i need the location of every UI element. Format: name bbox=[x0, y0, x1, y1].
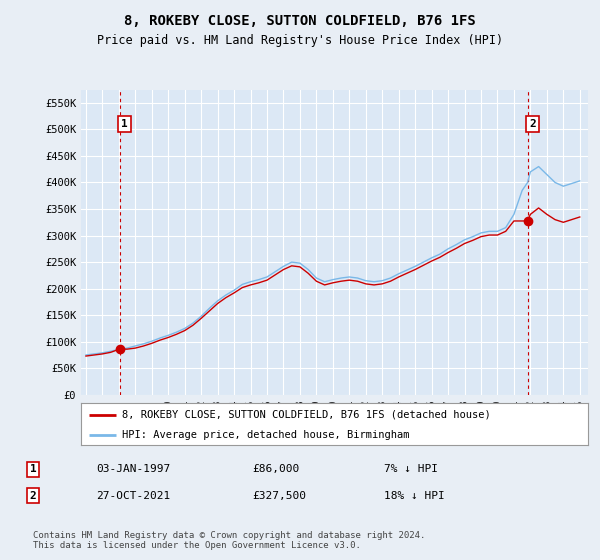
Text: 1: 1 bbox=[121, 119, 128, 129]
Text: HPI: Average price, detached house, Birmingham: HPI: Average price, detached house, Birm… bbox=[122, 430, 409, 440]
Text: Price paid vs. HM Land Registry's House Price Index (HPI): Price paid vs. HM Land Registry's House … bbox=[97, 34, 503, 46]
Text: 2: 2 bbox=[29, 491, 37, 501]
Text: 1: 1 bbox=[29, 464, 37, 474]
Text: 8, ROKEBY CLOSE, SUTTON COLDFIELD, B76 1FS (detached house): 8, ROKEBY CLOSE, SUTTON COLDFIELD, B76 1… bbox=[122, 409, 490, 419]
Text: Contains HM Land Registry data © Crown copyright and database right 2024.
This d: Contains HM Land Registry data © Crown c… bbox=[33, 530, 425, 550]
Text: 8, ROKEBY CLOSE, SUTTON COLDFIELD, B76 1FS: 8, ROKEBY CLOSE, SUTTON COLDFIELD, B76 1… bbox=[124, 14, 476, 28]
Text: 7% ↓ HPI: 7% ↓ HPI bbox=[384, 464, 438, 474]
Text: £327,500: £327,500 bbox=[252, 491, 306, 501]
Text: 03-JAN-1997: 03-JAN-1997 bbox=[96, 464, 170, 474]
Text: 18% ↓ HPI: 18% ↓ HPI bbox=[384, 491, 445, 501]
Text: £86,000: £86,000 bbox=[252, 464, 299, 474]
Text: 2: 2 bbox=[529, 119, 536, 129]
Text: 27-OCT-2021: 27-OCT-2021 bbox=[96, 491, 170, 501]
